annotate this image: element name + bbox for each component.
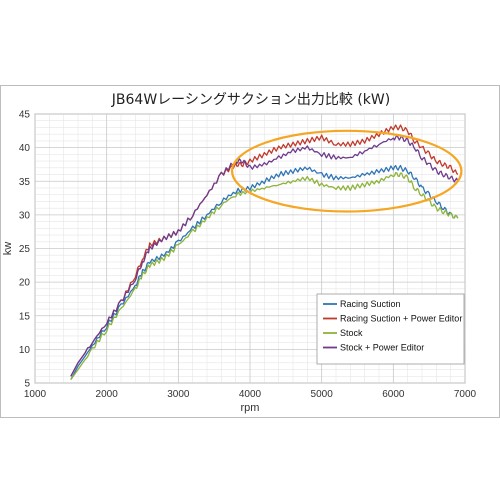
series-line-stock (70, 171, 459, 380)
legend-label: Racing Suction + Power Editor (340, 314, 462, 324)
series-layer (70, 124, 459, 380)
y-tick-label: 15 (19, 311, 31, 322)
x-tick-label: 2000 (96, 389, 119, 400)
x-tick-label: 3000 (167, 389, 190, 400)
legend-box (316, 293, 465, 365)
x-tick-labels: 1000 2000 3000 4000 5000 6000 7000 (24, 389, 477, 400)
x-tick-label: 6000 (382, 389, 405, 400)
series-line-racing-suction-power-editor (70, 124, 459, 377)
highlight-layer (230, 129, 463, 213)
y-tick-label: 10 (19, 345, 31, 356)
x-tick-label: 5000 (311, 389, 334, 400)
y-tick-label: 35 (19, 177, 31, 188)
y-axis-label: kw (2, 242, 14, 256)
x-tick-label: 4000 (239, 389, 262, 400)
y-tick-label: 5 (24, 379, 30, 390)
legend-label: Racing Suction (340, 299, 401, 309)
y-tick-label: 30 (19, 210, 31, 221)
series-line-racing-suction (70, 164, 459, 380)
x-tick-label: 7000 (454, 389, 477, 400)
y-tick-label: 20 (19, 278, 31, 289)
y-tick-label: 40 (19, 143, 31, 154)
legend-label: Stock + Power Editor (340, 343, 424, 353)
highlight-ellipse (230, 129, 463, 213)
y-tick-label: 45 (19, 110, 31, 121)
x-tick-label: 1000 (24, 389, 47, 400)
y-tick-label: 25 (19, 244, 31, 255)
y-tick-labels: 5 10 15 20 25 30 35 40 45 (19, 110, 31, 390)
legend: Racing Suction Racing Suction + Power Edi… (316, 293, 465, 365)
legend-label: Stock (340, 328, 363, 338)
power-comparison-chart: JB64Wレーシングサクション出力比較 (kW) 1000 2000 3000 400… (2, 92, 477, 414)
chart-card: JB64Wレーシングサクション出力比較 (kW) 1000 2000 3000 400… (0, 85, 500, 418)
chart-title: JB64Wレーシングサクション出力比較 (kW) (111, 92, 390, 108)
series-line-stock-power-editor (70, 134, 459, 377)
x-axis-label: rpm (241, 402, 260, 414)
